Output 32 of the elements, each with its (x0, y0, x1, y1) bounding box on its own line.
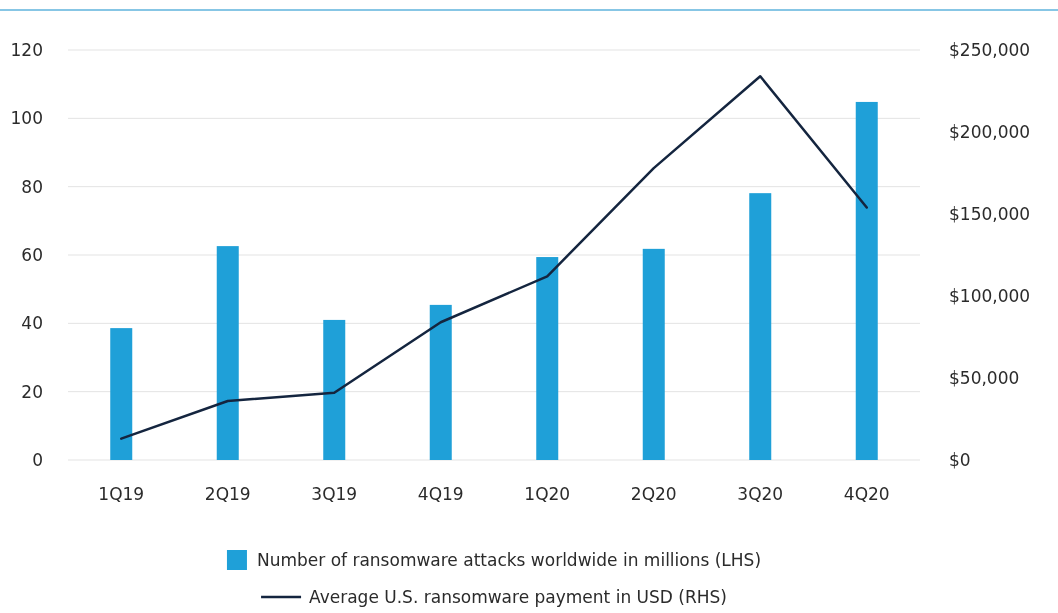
bar (216, 246, 239, 460)
x-tick-label: 1Q20 (524, 484, 571, 505)
bar (110, 328, 133, 460)
y-tick-label: 0 (32, 449, 43, 470)
x-tick-label: 4Q20 (843, 484, 890, 505)
y2-tick-label: $50,000 (949, 367, 1020, 388)
x-tick-label: 3Q20 (737, 484, 784, 505)
y-tick-label: 40 (21, 313, 43, 334)
y2-tick-label: $200,000 (949, 121, 1031, 142)
y-tick-label: 80 (21, 176, 43, 197)
y2-tick-label: $100,000 (949, 285, 1031, 306)
x-tick-label: 4Q19 (417, 484, 464, 505)
x-tick-label: 1Q19 (98, 484, 145, 505)
bar (429, 304, 452, 460)
y2-tick-label: $150,000 (949, 203, 1031, 224)
y-tick-label: 120 (10, 39, 43, 60)
legend-label: Average U.S. ransomware payment in USD (RHS) (309, 586, 727, 607)
bar (536, 257, 559, 460)
x-tick-label: 2Q19 (204, 484, 251, 505)
bar (642, 248, 665, 460)
x-tick-label: 2Q20 (630, 484, 677, 505)
y-tick-label: 20 (21, 381, 43, 402)
y2-tick-label: $250,000 (949, 39, 1031, 60)
line-series (120, 74, 868, 440)
x-tick-label: 3Q19 (311, 484, 358, 505)
bar (749, 193, 772, 460)
bar (855, 101, 878, 460)
legend-label: Number of ransomware attacks worldwide in millions (LHS) (256, 549, 762, 570)
y-tick-label: 60 (21, 244, 43, 265)
y2-tick-label: $0 (949, 449, 971, 470)
bar (323, 319, 346, 460)
y-tick-label: 100 (10, 108, 43, 129)
